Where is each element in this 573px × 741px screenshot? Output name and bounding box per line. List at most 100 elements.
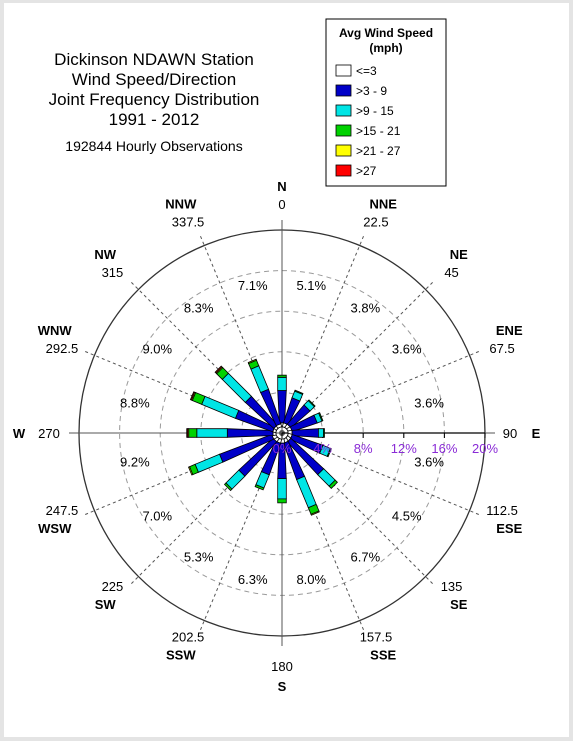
petal-ENE-bin-3 — [318, 412, 324, 422]
direction-degree-NNE: 22.5 — [363, 215, 388, 230]
legend-box — [325, 18, 447, 187]
petal-E-bin-3 — [323, 428, 325, 438]
direction-name-NW: NW — [94, 247, 116, 262]
direction-total-SE: 6.7% — [351, 550, 381, 565]
petal-NE-bin-3 — [307, 399, 316, 408]
chart-title-line: 1991 - 2012 — [109, 110, 200, 129]
direction-total-NNW: 7.1% — [238, 278, 268, 293]
legend-label: >9 - 15 — [356, 104, 394, 118]
petal-S-bin-3 — [277, 498, 287, 504]
direction-total-ESE: 4.5% — [392, 508, 422, 523]
direction-total-E: 3.6% — [414, 454, 444, 469]
chart-frame: Dickinson NDAWN Station Wind Speed/Direct… — [4, 3, 569, 737]
direction-degree-WSW: 247.5 — [46, 503, 79, 518]
direction-name-NNW: NNW — [165, 197, 197, 212]
direction-total-N: 5.1% — [296, 278, 326, 293]
direction-degree-WNW: 292.5 — [46, 341, 79, 356]
direction-name-WSW: WSW — [38, 521, 72, 536]
axis-labels: 0% 4% 8% 12% 16% 20% 5.1% 3.8% 3.6% 3.6% 3.6% 4.5% 6… — [13, 179, 541, 694]
wind-petals — [186, 358, 338, 516]
ring-tick-label: 12% — [391, 441, 417, 456]
petal-WNW-bin-2 — [201, 395, 240, 419]
direction-degree-W: 270 — [38, 426, 60, 441]
legend-swatch — [335, 64, 352, 77]
direction-degree-E: 90 — [503, 426, 517, 441]
legend-title-line: (mph) — [369, 41, 402, 55]
petal-N-bin-2 — [277, 376, 287, 391]
legend: Avg Wind Speed(mph) <=3 >3 - 9 >9 - 15 >15 -… — [325, 18, 447, 187]
direction-degree-ENE: 67.5 — [489, 341, 514, 356]
direction-degree-SE: 135 — [441, 579, 463, 594]
chart-title-line: Wind Speed/Direction — [72, 70, 236, 89]
direction-name-S: S — [278, 679, 287, 694]
petal-E-bin-2 — [317, 428, 324, 438]
direction-total-W: 8.8% — [120, 396, 150, 411]
petal-SW-bin-3 — [223, 482, 233, 492]
ring-tick-label: 8% — [354, 441, 373, 456]
legend-label: >27 — [356, 164, 377, 178]
direction-name-SW: SW — [95, 597, 117, 612]
petal-W-bin-5 — [186, 428, 189, 438]
petal-ESE-bin-3 — [326, 447, 332, 458]
direction-name-E: E — [532, 426, 541, 441]
petal-NNW-bin-4 — [247, 358, 258, 365]
petal-W-bin-2 — [196, 428, 228, 438]
petal-SE-bin-3 — [328, 479, 338, 489]
petal-NNW-bin-2 — [250, 365, 270, 394]
petal-W-bin-3 — [188, 428, 198, 438]
petal-N-bin-3 — [277, 374, 287, 378]
legend-label: <=3 — [356, 64, 377, 78]
direction-name-NE: NE — [450, 247, 468, 262]
petal-NW-bin-2 — [221, 372, 252, 403]
ring-tick-label: 4% — [313, 441, 332, 456]
legend-swatch — [335, 124, 352, 137]
direction-total-NE: 3.6% — [392, 342, 422, 357]
direction-name-WNW: WNW — [38, 323, 73, 338]
direction-degree-SSE: 157.5 — [360, 629, 393, 644]
legend-label: >15 - 21 — [356, 124, 401, 138]
direction-degree-S: 180 — [271, 659, 293, 674]
direction-total-NNE: 3.8% — [351, 300, 381, 315]
direction-name-ESE: ESE — [496, 521, 522, 536]
chart-title-line: Joint Frequency Distribution — [49, 90, 260, 109]
chart-subtitle: 192844 Hourly Observations — [65, 138, 242, 154]
direction-total-S: 6.3% — [238, 572, 268, 587]
direction-name-N: N — [277, 179, 286, 194]
petal-SSE-bin-2 — [296, 475, 317, 509]
direction-name-NNE: NNE — [369, 197, 397, 212]
direction-name-W: W — [13, 426, 26, 441]
direction-total-SSW: 5.3% — [184, 550, 214, 565]
ring-tick-label: 16% — [431, 441, 457, 456]
legend-swatch — [335, 84, 352, 97]
direction-degree-NE: 45 — [444, 265, 458, 280]
direction-total-SW: 7.0% — [142, 508, 172, 523]
legend-title-line: Avg Wind Speed — [339, 26, 433, 40]
petal-SSE-bin-4 — [310, 510, 320, 516]
petal-W-bin-1 — [226, 428, 274, 438]
ring-tick-label: 0% — [273, 441, 292, 456]
direction-total-WSW: 9.2% — [120, 454, 150, 469]
direction-name-SSE: SSE — [370, 647, 396, 662]
direction-name-ENE: ENE — [496, 323, 523, 338]
petal-SSW-bin-3 — [254, 484, 265, 491]
polar-grid — [69, 220, 495, 646]
direction-total-ENE: 3.6% — [414, 396, 444, 411]
petal-NW-bin-5 — [214, 365, 223, 374]
ring-tick-label: 20% — [472, 441, 498, 456]
chart-title-line: Dickinson NDAWN Station — [54, 50, 254, 69]
direction-degree-SW: 225 — [102, 579, 124, 594]
legend-swatch — [335, 144, 352, 157]
direction-total-WNW: 9.0% — [142, 342, 172, 357]
petal-NNE-bin-3 — [294, 389, 304, 395]
legend-swatch — [335, 164, 352, 177]
direction-name-SSW: SSW — [166, 647, 196, 662]
legend-label: >3 - 9 — [356, 84, 387, 98]
legend-swatch — [335, 104, 352, 117]
direction-name-SE: SE — [450, 597, 468, 612]
direction-degree-NW: 315 — [102, 265, 124, 280]
petal-S-bin-2 — [277, 478, 287, 500]
petal-WNW-bin-5 — [189, 391, 196, 401]
direction-degree-ESE: 112.5 — [486, 503, 518, 518]
